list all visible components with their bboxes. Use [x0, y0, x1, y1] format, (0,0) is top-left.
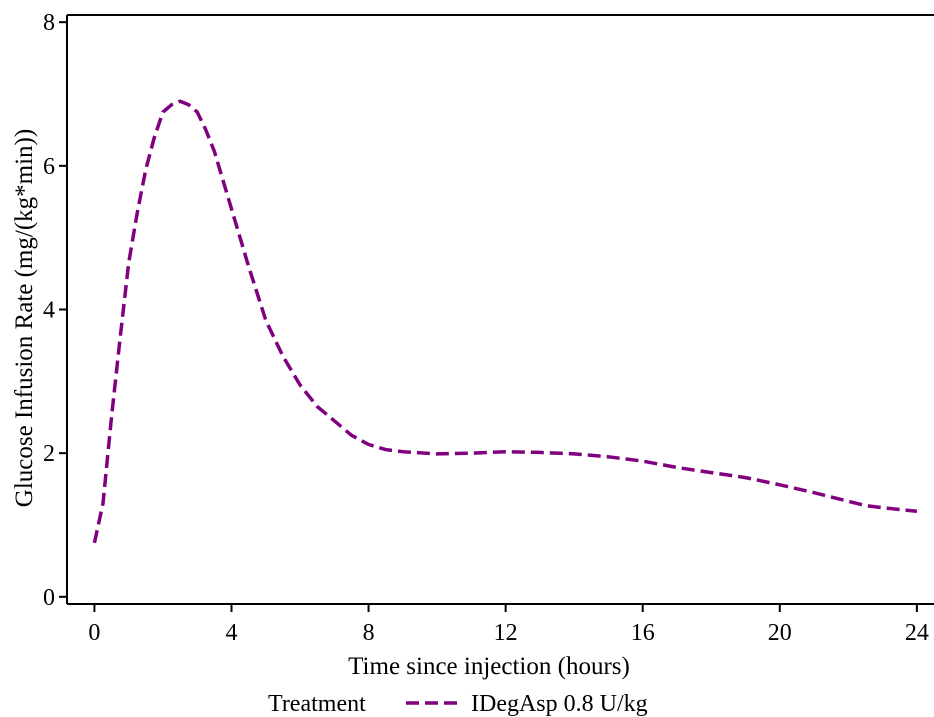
- y-axis-ticks: 0 2 4 6 8: [43, 10, 67, 611]
- x-tick-label: 20: [768, 620, 792, 646]
- y-tick-label: 4: [43, 298, 55, 324]
- x-tick-label: 12: [494, 620, 518, 646]
- x-axis-title: Time since injection (hours): [348, 653, 630, 680]
- x-tick-label: 0: [88, 620, 100, 646]
- x-tick-label: 8: [363, 620, 375, 646]
- series-line-idegasp: [92, 99, 918, 544]
- legend-series-label: IDegAsp 0.8 U/kg: [471, 691, 648, 717]
- y-tick-label: 8: [43, 10, 55, 36]
- plot-frame: [66, 14, 934, 605]
- x-tick-label: 16: [631, 620, 655, 646]
- x-tick-label: 24: [905, 620, 929, 646]
- x-axis-ticks: 0 4 8 12 16 20 24: [88, 604, 929, 646]
- legend-title: Treatment: [268, 691, 366, 717]
- y-axis-title: Glucose Infusion Rate (mg/(kg*min)): [11, 129, 38, 507]
- y-tick-label: 6: [43, 154, 55, 180]
- y-tick-label: 0: [43, 585, 55, 611]
- x-tick-label: 4: [225, 620, 237, 646]
- y-tick-label: 2: [43, 441, 55, 467]
- legend: Treatment IDegAsp 0.8 U/kg: [268, 691, 648, 717]
